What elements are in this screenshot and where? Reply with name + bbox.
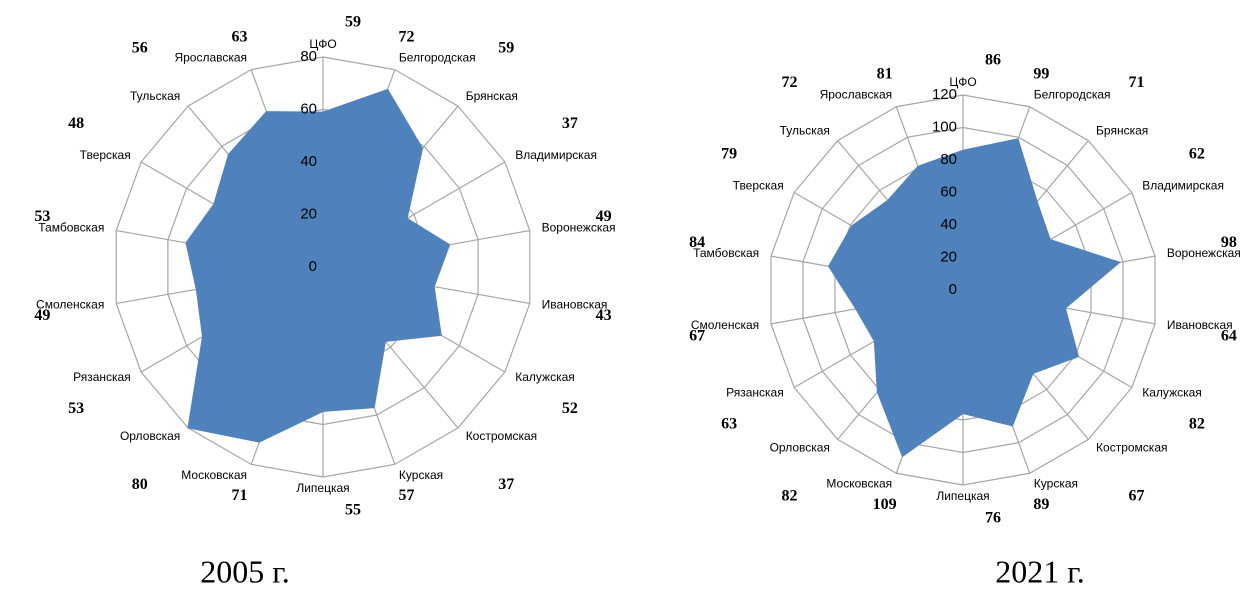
r-tick-label: 40: [300, 153, 317, 170]
caption: 2005 г.: [200, 553, 290, 589]
category-label: Курская: [1034, 477, 1078, 491]
category-label: Брянская: [1096, 124, 1148, 138]
r-tick-label: 0: [309, 258, 317, 275]
category-label: Московская: [181, 468, 247, 482]
value-label: 48: [68, 115, 84, 132]
r-tick-label: 80: [300, 48, 317, 65]
value-label: 55: [345, 502, 361, 519]
category-label: Воронежская: [542, 221, 616, 235]
category-label: Воронежская: [1167, 246, 1241, 260]
value-label: 59: [498, 39, 514, 56]
value-label: 109: [873, 496, 897, 513]
category-label: Курская: [399, 468, 443, 482]
value-label: 63: [721, 416, 737, 433]
category-label: Владимирская: [1142, 179, 1224, 193]
value-label: 49: [34, 307, 50, 324]
value-label: 57: [398, 487, 414, 504]
category-label: Ярославская: [174, 51, 247, 65]
category-label: Брянская: [466, 89, 518, 103]
category-label: Владимирская: [515, 148, 597, 162]
value-label: 49: [596, 208, 612, 225]
value-label: 72: [781, 74, 797, 91]
category-label: Калужская: [515, 370, 575, 384]
value-label: 67: [1129, 488, 1145, 505]
value-label: 43: [596, 307, 612, 324]
value-label: 37: [562, 115, 578, 132]
category-label: Ивановская: [1167, 318, 1233, 332]
r-tick-label: 60: [300, 100, 317, 117]
r-tick-label: 20: [940, 248, 957, 265]
category-label: Костромская: [1096, 441, 1167, 455]
value-label: 56: [132, 39, 148, 56]
category-label: Тульская: [130, 89, 180, 103]
value-label: 72: [398, 28, 414, 45]
r-tick-label: 20: [300, 205, 317, 222]
category-label: Смоленская: [691, 318, 759, 332]
radar-area: [185, 88, 451, 443]
value-label: 99: [1033, 65, 1049, 82]
category-label: Липецкая: [296, 481, 349, 495]
category-label: Тамбовская: [693, 246, 759, 260]
r-tick-label: 0: [949, 281, 957, 298]
value-label: 52: [562, 400, 578, 417]
value-label: 71: [1129, 74, 1145, 91]
value-label: 86: [985, 52, 1001, 69]
r-tick-label: 80: [940, 151, 957, 168]
value-label: 71: [232, 487, 248, 504]
category-label: Рязанская: [73, 370, 131, 384]
value-label: 81: [877, 65, 893, 82]
value-label: 80: [132, 476, 148, 493]
category-label: ЦФО: [309, 37, 336, 51]
value-label: 64: [1221, 328, 1237, 345]
value-label: 62: [1189, 146, 1205, 163]
category-label: Орловская: [120, 429, 180, 443]
value-label: 59: [345, 14, 361, 31]
category-label: Смоленская: [36, 298, 104, 312]
value-label: 79: [721, 146, 737, 163]
category-label: ЦФО: [949, 75, 976, 89]
value-label: 89: [1033, 496, 1049, 513]
value-label: 84: [689, 234, 705, 251]
value-label: 76: [985, 510, 1001, 527]
category-label: Тверская: [733, 179, 784, 193]
value-label: 53: [34, 208, 50, 225]
value-label: 67: [689, 328, 705, 345]
category-label: Белгородская: [399, 51, 476, 65]
category-label: Орловская: [770, 441, 830, 455]
category-label: Тамбовская: [38, 221, 104, 235]
value-label: 63: [232, 28, 248, 45]
category-label: Ярославская: [820, 88, 893, 102]
category-label: Рязанская: [726, 386, 784, 400]
value-label: 53: [68, 400, 84, 417]
category-label: Калужская: [1142, 386, 1202, 400]
value-label: 82: [1189, 416, 1205, 433]
r-tick-label: 100: [932, 118, 957, 135]
category-label: Тульская: [780, 124, 830, 138]
value-label: 82: [781, 488, 797, 505]
r-tick-label: 120: [932, 86, 957, 103]
r-tick-label: 40: [940, 216, 957, 233]
category-label: Ивановская: [542, 298, 608, 312]
category-label: Московская: [826, 477, 892, 491]
category-label: Липецкая: [936, 489, 989, 503]
radar-area: [827, 138, 1121, 458]
value-label: 98: [1221, 234, 1237, 251]
r-tick-label: 60: [940, 183, 957, 200]
category-label: Тверская: [80, 148, 131, 162]
category-label: Белгородская: [1034, 88, 1111, 102]
caption: 2021 г.: [995, 553, 1085, 589]
value-label: 37: [498, 476, 514, 493]
category-label: Костромская: [466, 429, 537, 443]
